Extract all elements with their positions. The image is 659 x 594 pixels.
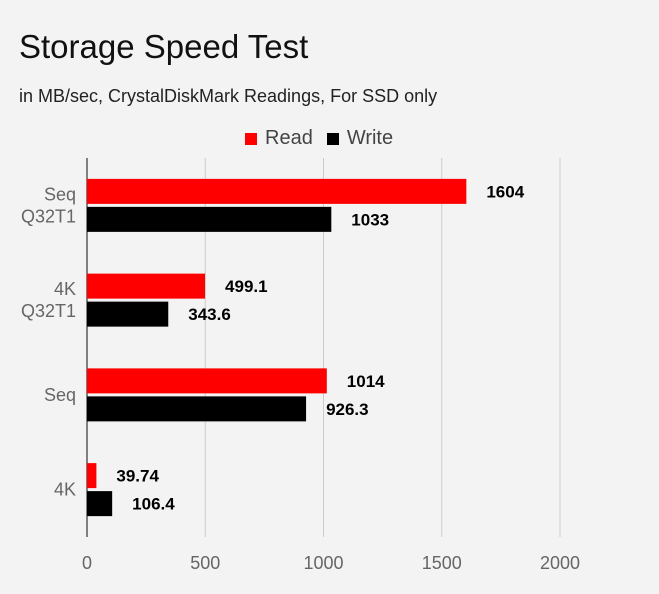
x-tick-label: 1500 <box>422 553 462 573</box>
category-label: 4K <box>54 480 76 500</box>
legend-item-write: Write <box>326 127 394 150</box>
bar-read <box>87 178 467 204</box>
legend-label-read: Read <box>265 127 313 149</box>
data-label: 106.4 <box>132 495 175 514</box>
legend: Read Write <box>245 127 407 150</box>
bar-read <box>87 273 206 299</box>
category-label: Seq <box>44 184 76 204</box>
chart-subtitle: in MB/sec, CrystalDiskMark Readings, For… <box>19 86 438 106</box>
category-label: Q32T1 <box>21 206 76 226</box>
data-label: 1604 <box>486 182 524 201</box>
bar-read <box>87 463 97 489</box>
category-label: 4K <box>54 279 76 299</box>
legend-item-read: Read <box>245 127 313 150</box>
data-label: 499.1 <box>225 277 268 296</box>
x-tick-labels: 0 500 1000 1500 2000 <box>82 553 580 573</box>
chart-title: Storage Speed Test <box>19 28 309 65</box>
data-label: 1014 <box>347 372 385 391</box>
data-label: 343.6 <box>188 305 231 324</box>
x-tick-label: 500 <box>190 553 220 573</box>
legend-label-write: Write <box>346 127 394 149</box>
data-label: 926.3 <box>326 400 369 419</box>
legend-swatch-write <box>326 132 339 145</box>
bar-write <box>87 206 332 232</box>
bar-read <box>87 368 327 394</box>
data-labels: 1604 1033 499.1 343.6 1014 926.3 39.74 106.4 <box>116 182 524 513</box>
legend-swatch-read <box>245 132 257 145</box>
category-label: Q32T1 <box>21 301 76 321</box>
bar-write <box>87 396 307 422</box>
x-tick-label: 0 <box>82 553 92 573</box>
x-tick-label: 2000 <box>540 553 580 573</box>
bars <box>87 178 467 517</box>
bar-write <box>87 301 169 327</box>
data-label: 39.74 <box>116 467 159 486</box>
category-label: Seq <box>44 385 76 405</box>
x-tick-label: 1000 <box>303 553 343 573</box>
bar-write <box>87 491 113 517</box>
data-label: 1033 <box>351 210 389 229</box>
